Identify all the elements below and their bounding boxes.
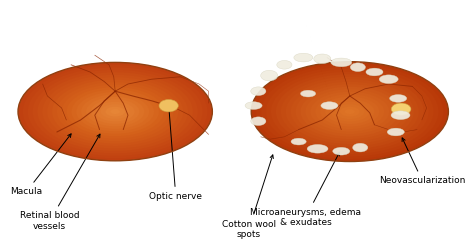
Ellipse shape — [294, 53, 313, 62]
Text: Macula: Macula — [10, 134, 71, 196]
Circle shape — [86, 97, 144, 126]
Ellipse shape — [390, 95, 407, 102]
Circle shape — [340, 107, 360, 117]
Circle shape — [110, 109, 120, 114]
Ellipse shape — [321, 102, 338, 109]
Circle shape — [105, 107, 125, 117]
Ellipse shape — [277, 60, 292, 69]
Text: Cotton wool
spots: Cotton wool spots — [222, 155, 276, 239]
Ellipse shape — [333, 147, 350, 155]
Circle shape — [57, 82, 173, 141]
Circle shape — [296, 84, 404, 139]
Circle shape — [271, 72, 428, 151]
Circle shape — [335, 104, 365, 119]
Ellipse shape — [331, 58, 352, 67]
Ellipse shape — [291, 138, 306, 145]
Circle shape — [315, 94, 384, 129]
Ellipse shape — [251, 87, 266, 96]
Ellipse shape — [391, 111, 410, 120]
Circle shape — [281, 77, 419, 147]
Ellipse shape — [245, 102, 262, 109]
Ellipse shape — [261, 70, 278, 81]
Circle shape — [320, 97, 379, 126]
Circle shape — [266, 69, 434, 154]
Circle shape — [47, 77, 183, 146]
Circle shape — [345, 109, 355, 114]
Ellipse shape — [159, 100, 178, 112]
Text: Optic nerve: Optic nerve — [149, 103, 202, 201]
Circle shape — [305, 89, 394, 134]
Circle shape — [37, 72, 193, 151]
Circle shape — [18, 62, 212, 161]
Ellipse shape — [314, 54, 331, 64]
Circle shape — [251, 62, 448, 162]
Circle shape — [23, 65, 208, 158]
Circle shape — [62, 84, 169, 139]
Circle shape — [325, 99, 374, 124]
Circle shape — [91, 99, 139, 124]
Circle shape — [76, 92, 154, 131]
Circle shape — [96, 102, 135, 121]
Circle shape — [52, 80, 178, 144]
Text: Neovascularization: Neovascularization — [379, 138, 465, 185]
Circle shape — [42, 75, 188, 149]
Ellipse shape — [379, 75, 398, 84]
Circle shape — [261, 67, 438, 156]
Circle shape — [276, 74, 424, 149]
Ellipse shape — [350, 63, 365, 72]
Ellipse shape — [353, 143, 368, 152]
Ellipse shape — [307, 144, 328, 153]
Circle shape — [100, 104, 130, 119]
Circle shape — [27, 67, 202, 156]
Ellipse shape — [251, 117, 266, 126]
Text: Microaneurysms, edema
& exudates: Microaneurysms, edema & exudates — [250, 152, 361, 227]
Circle shape — [66, 87, 164, 136]
Ellipse shape — [391, 103, 411, 115]
Ellipse shape — [387, 128, 404, 136]
Circle shape — [72, 90, 159, 134]
Text: Retinal blood
vessels: Retinal blood vessels — [20, 134, 100, 231]
Circle shape — [301, 87, 399, 137]
Circle shape — [33, 70, 198, 153]
Circle shape — [81, 94, 149, 129]
Ellipse shape — [366, 68, 383, 76]
Ellipse shape — [301, 90, 316, 97]
Circle shape — [291, 82, 409, 142]
Circle shape — [286, 79, 414, 144]
Circle shape — [256, 64, 444, 159]
Circle shape — [330, 102, 370, 122]
Circle shape — [310, 92, 389, 132]
